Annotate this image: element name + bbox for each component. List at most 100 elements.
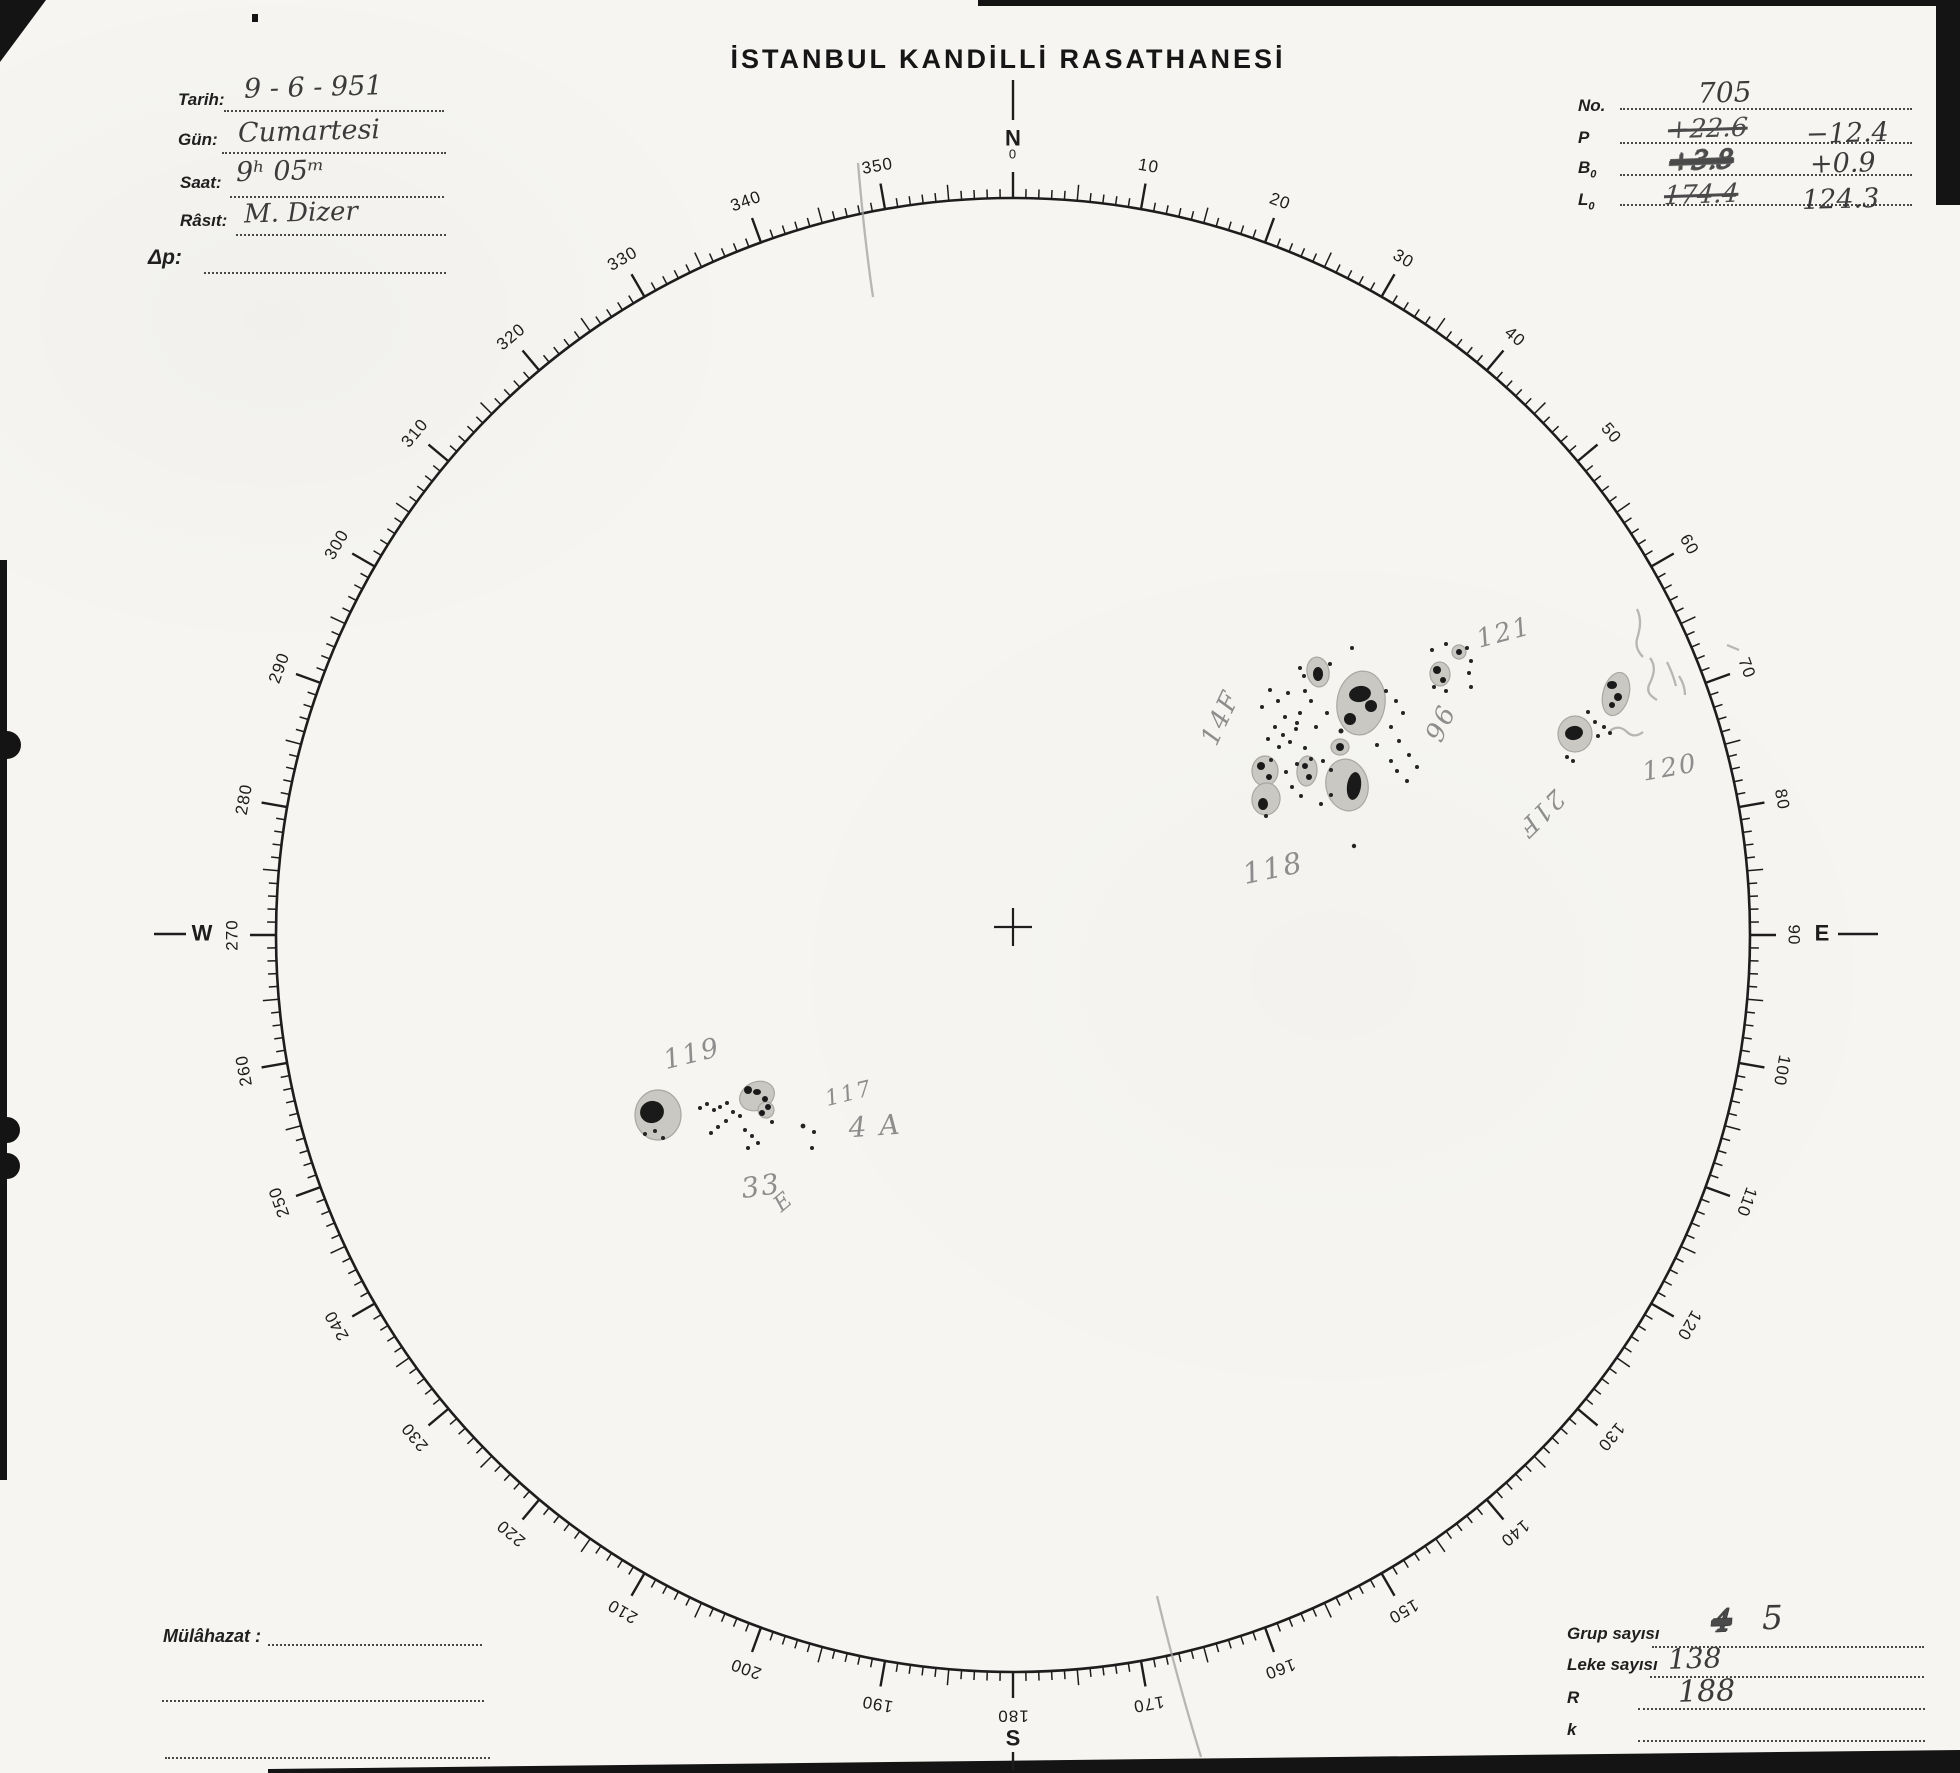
- sunspot-umbra: [1565, 725, 1583, 741]
- dotted-line: [224, 110, 444, 112]
- degree-tick: [1685, 1234, 1695, 1240]
- degree-tick: [1346, 269, 1353, 279]
- degree-tick: [285, 1125, 302, 1131]
- degree-label: 350: [860, 154, 894, 178]
- degree-tick: [272, 843, 282, 846]
- degree-tick: [1165, 1655, 1169, 1665]
- field-value-p: −12.4: [1805, 116, 1890, 151]
- scan-artifact: [252, 14, 258, 22]
- degree-tick: [1391, 1566, 1398, 1575]
- sunspot-dot: [1264, 814, 1268, 818]
- compass-east-label: E: [1815, 921, 1830, 946]
- degree-tick: [274, 1036, 284, 1040]
- degree-tick: [744, 1622, 750, 1632]
- degree-tick: [330, 616, 346, 625]
- degree-tick: [288, 1112, 299, 1117]
- degree-tick: [1560, 435, 1568, 443]
- degree-tick: [694, 1602, 703, 1618]
- sunspot-dot: [1405, 779, 1409, 783]
- degree-tick: [1724, 739, 1741, 745]
- sunspot-umbra: [1349, 685, 1371, 703]
- degree-tick: [321, 654, 330, 660]
- sunspot-dot: [1276, 699, 1280, 703]
- field-label-gun: Gün:: [178, 130, 218, 149]
- degree-tick: [424, 475, 433, 482]
- degree-tick: [1089, 193, 1092, 203]
- degree-tick: [1601, 485, 1610, 493]
- degree-tick: [1076, 184, 1080, 201]
- sunspot-dot: [1328, 662, 1332, 666]
- degree-tick: [1455, 1523, 1463, 1532]
- degree-tick: [1705, 672, 1731, 685]
- page-title: İSTANBUL KANDİLLİ RASATHANESİ: [730, 44, 1286, 74]
- degree-tick: [1178, 1652, 1182, 1663]
- degree-tick: [523, 1490, 531, 1499]
- sunspot-penumbra: [1325, 758, 1369, 812]
- degree-tick: [1063, 190, 1066, 200]
- sunspot-dot: [1295, 721, 1299, 725]
- sunspot-dot: [653, 1129, 657, 1133]
- degree-tick: [750, 217, 763, 243]
- degree-tick: [326, 642, 335, 648]
- compass-south-label: S: [1006, 1726, 1021, 1751]
- degree-tick: [285, 739, 302, 745]
- degree-tick: [360, 1291, 369, 1298]
- degree-label: 260: [232, 1054, 256, 1088]
- degree-label: 10: [1137, 155, 1161, 177]
- degree-tick: [1585, 464, 1594, 472]
- sunspot-group-label: 96: [1417, 701, 1460, 747]
- degree-tick: [1713, 703, 1723, 708]
- degree-tick: [1288, 243, 1294, 252]
- degree-tick: [1675, 607, 1684, 613]
- degree-tick: [1227, 221, 1232, 231]
- degree-tick: [432, 1398, 441, 1406]
- degree-tick: [1730, 766, 1741, 770]
- degree-tick: [1203, 1646, 1209, 1663]
- degree-tick: [1190, 1649, 1195, 1660]
- degree-tick: [650, 1579, 657, 1588]
- degree-tick: [921, 194, 924, 204]
- degree-tick: [271, 1011, 281, 1014]
- degree-tick: [1240, 1635, 1245, 1645]
- degree-tick: [283, 779, 293, 783]
- degree-tick: [857, 205, 861, 215]
- degree-tick: [1391, 295, 1398, 304]
- degree-tick: [1335, 264, 1341, 273]
- degree-tick: [921, 1666, 924, 1676]
- degree-tick: [386, 1335, 396, 1342]
- degree-label: 140: [1497, 1516, 1533, 1551]
- degree-tick: [285, 1100, 296, 1104]
- degree-tick: [857, 1655, 861, 1665]
- degree-tick: [261, 1061, 288, 1069]
- degree-tick: [299, 1149, 309, 1154]
- sunspot-dot: [1444, 689, 1448, 693]
- degree-tick: [960, 1670, 963, 1680]
- degree-tick: [353, 584, 363, 590]
- dotted-line: [1620, 142, 1912, 144]
- degree-tick: [1608, 1367, 1617, 1375]
- degree-tick: [1227, 1639, 1232, 1649]
- sunspot-dot: [1298, 711, 1302, 715]
- sunspot-dot: [1469, 659, 1473, 663]
- field-value-saat: 9ʰ 05ᵐ: [235, 154, 325, 189]
- degree-tick: [1276, 1622, 1282, 1632]
- sunspot-penumbra: [757, 1101, 775, 1119]
- degree-tick: [563, 338, 571, 347]
- degree-tick: [1455, 338, 1463, 347]
- sunspot-group-label: 4 A: [846, 1108, 902, 1145]
- sunspot-dot: [750, 1134, 754, 1138]
- sunspot-dot: [1415, 765, 1419, 769]
- sunspot-dot: [1269, 758, 1273, 762]
- degree-tick: [1616, 502, 1631, 513]
- degree-tick: [1402, 1559, 1409, 1569]
- sunspot-dot: [1350, 646, 1354, 650]
- degree-tick: [673, 1591, 680, 1601]
- degree-tick: [694, 252, 703, 268]
- degree-tick: [466, 425, 475, 433]
- degree-tick: [1533, 1455, 1546, 1468]
- degree-tick: [1300, 1613, 1306, 1622]
- degree-tick: [794, 1639, 799, 1649]
- degree-tick: [480, 402, 493, 415]
- degree-tick: [908, 196, 912, 206]
- degree-tick: [844, 207, 848, 218]
